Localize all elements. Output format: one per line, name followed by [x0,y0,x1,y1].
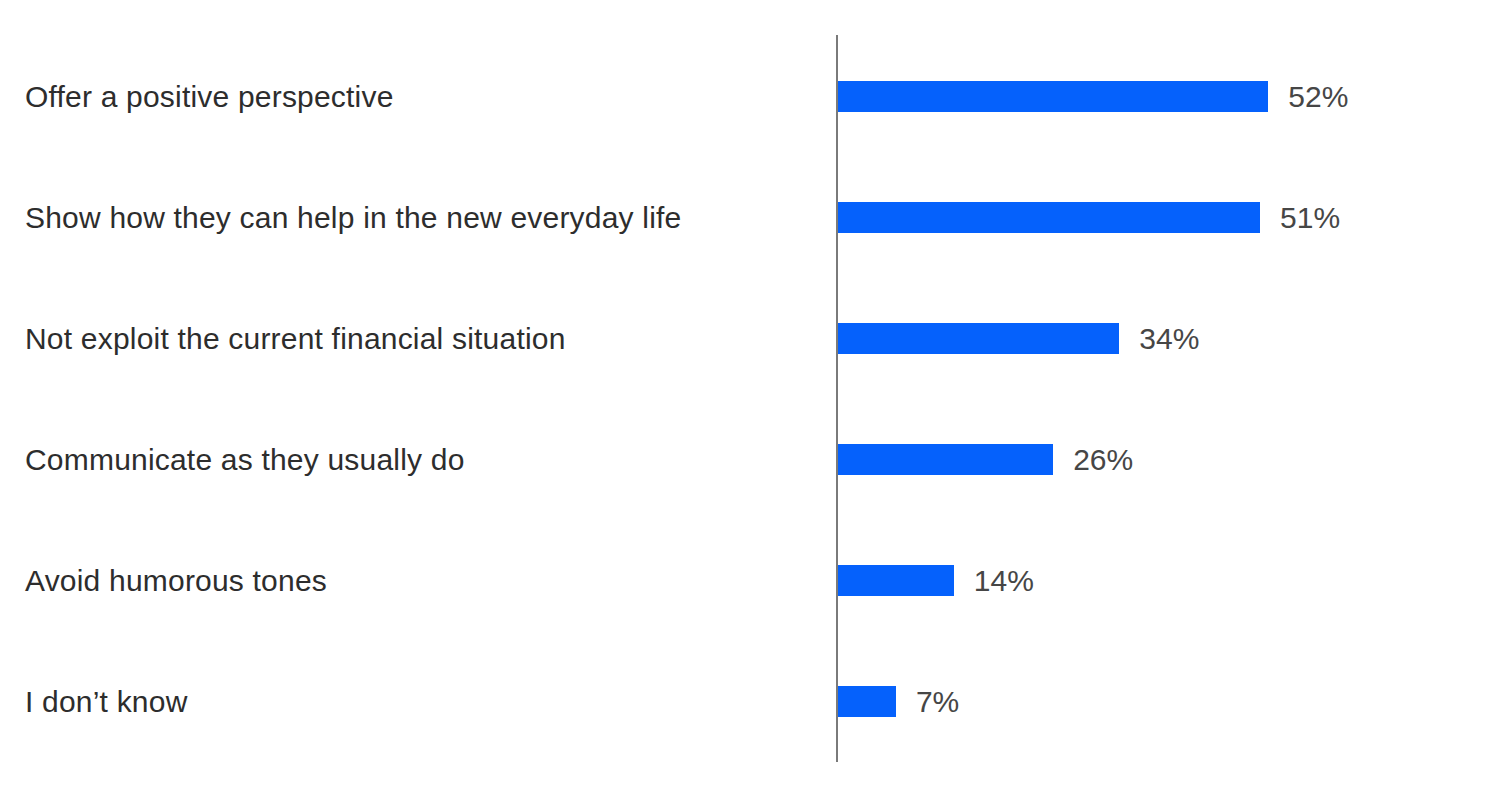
chart-row: Offer a positive perspective 52% [0,36,1500,157]
category-label: Not exploit the current financial situat… [0,322,838,356]
category-label: Avoid humorous tones [0,564,838,598]
value-label: 34% [1139,322,1199,356]
bar [838,202,1260,233]
category-label: Offer a positive perspective [0,80,838,114]
bar-area: 34% [838,323,1500,354]
bar [838,81,1268,112]
bar-area: 14% [838,565,1500,596]
value-label: 52% [1288,80,1348,114]
chart-row: Not exploit the current financial situat… [0,278,1500,399]
value-label: 51% [1280,201,1340,235]
value-label: 7% [916,685,959,719]
value-label: 14% [974,564,1034,598]
category-label: Show how they can help in the new everyd… [0,201,838,235]
bar-area: 7% [838,686,1500,717]
chart-row: Communicate as they usually do 26% [0,399,1500,520]
bar [838,565,954,596]
bar [838,686,896,717]
category-label: Communicate as they usually do [0,443,838,477]
bar [838,444,1053,475]
chart-row: Show how they can help in the new everyd… [0,157,1500,278]
value-label: 26% [1073,443,1133,477]
chart-rows: Offer a positive perspective 52% Show ho… [0,36,1500,762]
chart-row: I don’t know 7% [0,641,1500,762]
bar-area: 51% [838,202,1500,233]
bar-area: 52% [838,81,1500,112]
bar [838,323,1119,354]
bar-area: 26% [838,444,1500,475]
chart-row: Avoid humorous tones 14% [0,520,1500,641]
bar-chart: Offer a positive perspective 52% Show ho… [0,0,1500,800]
category-label: I don’t know [0,685,838,719]
